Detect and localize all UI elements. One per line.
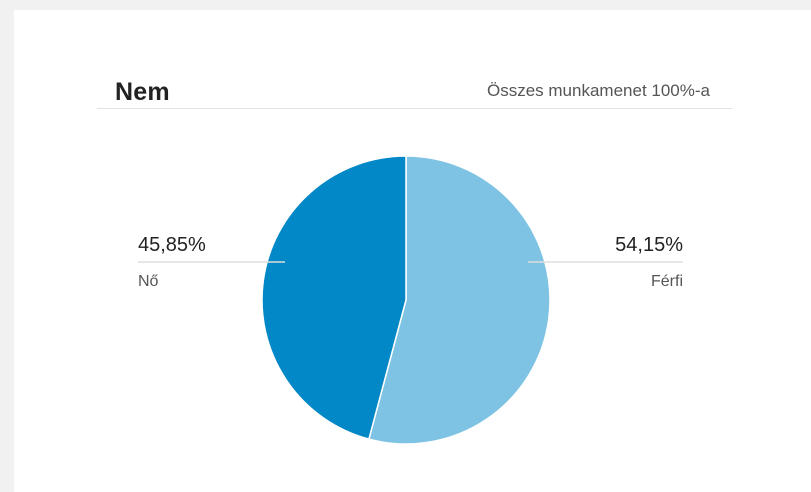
- pie-slice-no[interactable]: [261, 155, 407, 441]
- data-label-no-name: Nő: [138, 273, 159, 290]
- pie-slice-ferfi[interactable]: [367, 155, 551, 445]
- data-label-ferfi-name: Férfi: [651, 273, 683, 290]
- data-label-no-percent: 45,85%: [138, 234, 206, 256]
- data-label-ferfi-percent: 54,15%: [615, 234, 683, 256]
- chart-subtitle: Összes munkamenet 100%-a: [487, 81, 710, 100]
- header-divider: [97, 108, 732, 109]
- chart-title: Nem: [115, 78, 170, 106]
